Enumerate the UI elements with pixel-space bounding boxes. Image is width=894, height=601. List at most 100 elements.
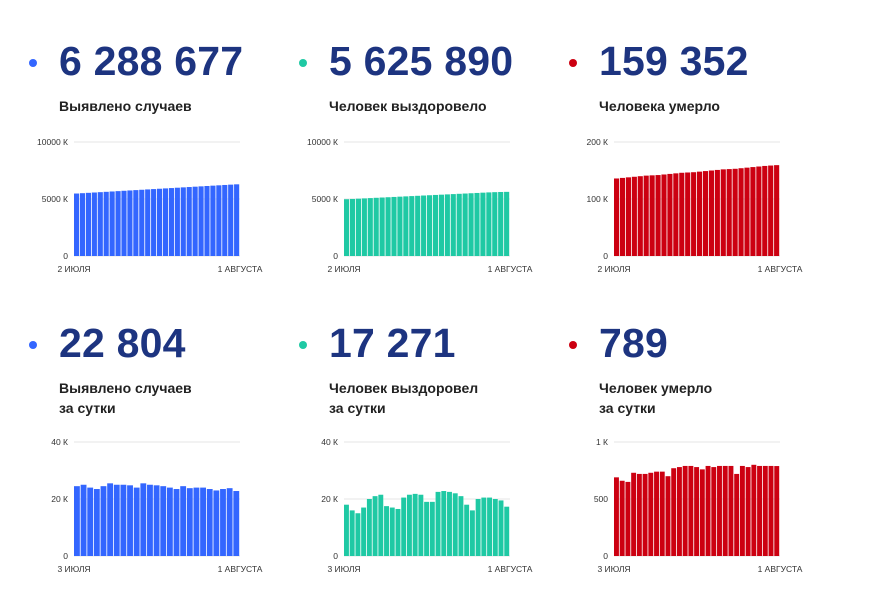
bar	[401, 497, 407, 556]
stat-value: 17 271	[329, 320, 456, 366]
bar	[160, 486, 167, 556]
bar	[458, 496, 464, 556]
bar	[373, 197, 379, 256]
bar	[619, 177, 626, 256]
y-tick-label: 20 К	[51, 494, 68, 504]
panel-recovered-total: 5 625 890 Человек выздоровело 0 5000 К 10000…	[292, 0, 582, 300]
bar-chart: 0 500 1 К 3 ИЮЛЯ 1 АВГУСТА	[594, 437, 803, 574]
stat-label-line1: Человек выздоровел	[329, 380, 479, 396]
bar	[418, 494, 424, 556]
stat-label: Человека умерло	[599, 96, 720, 116]
bar	[756, 166, 762, 256]
y-tick-label: 0	[333, 251, 338, 261]
stat-label-line1: Человек умерло	[599, 380, 713, 396]
y-tick-label: 0	[333, 551, 338, 561]
x-start-label: 2 ИЮЛЯ	[57, 264, 90, 274]
x-start-label: 2 ИЮЛЯ	[597, 264, 630, 274]
bar	[193, 487, 200, 556]
x-end-label: 1 АВГУСТА	[758, 564, 803, 574]
bar	[384, 506, 389, 557]
bar	[444, 194, 450, 256]
bar	[648, 472, 654, 556]
bar-chart: 0 5000 К 10000 К 2 ИЮЛЯ 1 АВГУСТА	[307, 137, 533, 274]
bar	[486, 192, 492, 256]
bar	[87, 487, 94, 556]
y-tick-label: 10000 К	[307, 137, 338, 147]
bar	[173, 489, 180, 556]
y-tick-label: 5000 К	[312, 194, 338, 204]
bar	[717, 465, 722, 556]
bar	[147, 484, 153, 556]
legend-dot	[299, 341, 307, 349]
legend-dot	[29, 341, 37, 349]
bar	[234, 184, 240, 256]
stat-value: 5 625 890	[329, 38, 514, 84]
bar	[406, 494, 412, 556]
bar	[655, 175, 661, 256]
bar	[85, 192, 91, 256]
bar	[452, 493, 458, 556]
bar	[186, 187, 192, 256]
bar	[107, 483, 114, 556]
bar	[186, 488, 193, 556]
bar	[462, 193, 468, 256]
y-tick-label: 100 К	[587, 194, 609, 204]
y-tick-label: 5000 К	[42, 194, 68, 204]
x-end-label: 1 АВГУСТА	[488, 264, 533, 274]
bar	[127, 190, 133, 256]
bar	[91, 192, 97, 256]
bar	[667, 173, 673, 256]
stat-value: 159 352	[599, 38, 749, 84]
bar	[162, 188, 169, 256]
bar	[140, 483, 147, 556]
y-tick-label: 0	[63, 551, 68, 561]
bar	[475, 499, 481, 556]
bar	[614, 477, 619, 556]
bar	[233, 491, 240, 556]
legend-dot	[569, 59, 577, 67]
bar	[504, 506, 510, 556]
legend-dot	[29, 59, 37, 67]
bar	[625, 177, 631, 256]
bar	[649, 175, 655, 256]
bar	[750, 167, 756, 256]
panel-deaths-daily: 789 Человек умерло за сутки 0 500 1 К 3 ИЮЛЯ 1 …	[562, 282, 852, 582]
bar	[424, 501, 430, 556]
bar	[464, 504, 470, 556]
y-tick-label: 10000 К	[37, 137, 68, 147]
bar	[679, 172, 685, 256]
bar	[682, 465, 688, 556]
bar	[447, 491, 452, 557]
panel-recovered-daily: 17 271 Человек выздоровел за сутки 0 20 К 40 …	[292, 282, 582, 582]
bar	[226, 488, 233, 556]
stat-label-line1: Выявлено случаев	[59, 98, 192, 114]
bar	[671, 468, 677, 556]
bar	[192, 186, 198, 256]
bar	[685, 172, 691, 256]
x-start-label: 3 ИЮЛЯ	[597, 564, 630, 574]
bar	[204, 186, 210, 256]
stat-label: Человек умерло за сутки	[599, 378, 712, 418]
bar	[220, 489, 226, 556]
bar	[438, 194, 444, 256]
stat-label: Человек выздоровело	[329, 96, 487, 116]
bar	[722, 465, 728, 556]
bar	[74, 486, 80, 556]
bar	[492, 499, 498, 556]
bar	[705, 465, 711, 556]
stat-label-line1: Человека умерло	[599, 98, 720, 114]
bar	[659, 471, 665, 556]
bar	[355, 198, 361, 256]
stat-value: 22 804	[59, 320, 186, 366]
bar-chart: 0 5000 К 10000 К 2 ИЮЛЯ 1 АВГУСТА	[37, 137, 263, 274]
bar	[745, 467, 751, 556]
bar	[403, 196, 409, 256]
bar	[720, 169, 726, 256]
bar	[349, 198, 356, 256]
y-tick-label: 1 К	[596, 437, 608, 447]
x-start-label: 3 ИЮЛЯ	[327, 564, 360, 574]
bar	[361, 198, 367, 256]
bar	[80, 484, 87, 556]
bar	[726, 169, 732, 256]
bar	[468, 193, 474, 256]
